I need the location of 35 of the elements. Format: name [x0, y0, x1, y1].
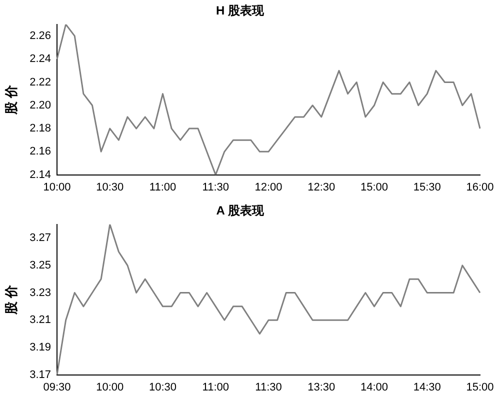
- y-tick-label: 2.20: [30, 99, 52, 112]
- y-tick-label: 2.18: [30, 122, 52, 135]
- y-tick-label: 3.27: [30, 232, 52, 244]
- y-tick-label: 2.22: [30, 76, 52, 88]
- x-tick-label: 12:00: [254, 181, 282, 194]
- chart-title: A 股表现: [216, 204, 265, 218]
- y-tick-label: 2.14: [30, 168, 52, 181]
- y-tick-label: 3.25: [30, 259, 52, 272]
- x-tick-label: 11:30: [202, 181, 229, 194]
- x-tick-label: 16:00: [466, 181, 494, 194]
- x-tick-label: 15:00: [360, 181, 388, 194]
- x-tick-label: 09:30: [43, 381, 71, 394]
- y-tick-label: 3.21: [30, 314, 52, 326]
- x-tick-label: 11:00: [202, 381, 229, 394]
- x-tick-label: 11:00: [149, 181, 176, 194]
- x-tick-label: 10:00: [43, 181, 71, 194]
- x-tick-label: 14:00: [360, 381, 388, 394]
- y-axis-title: 股 价: [3, 84, 18, 116]
- x-tick-label: 10:30: [96, 181, 124, 194]
- y-tick-label: 3.17: [30, 368, 52, 381]
- x-tick-label: 13:30: [308, 381, 336, 394]
- x-tick-label: 11:30: [255, 381, 282, 394]
- y-tick-label: 2.26: [30, 30, 52, 42]
- x-tick-label: 10:30: [148, 381, 177, 394]
- y-tick-label: 2.16: [30, 146, 52, 158]
- y-axis-title: 股 价: [3, 284, 18, 316]
- x-tick-label: 15:30: [413, 181, 441, 194]
- y-tick-label: 2.24: [30, 53, 52, 66]
- chart-title: H 股表现: [216, 4, 265, 18]
- x-tick-label: 12:30: [308, 181, 336, 194]
- x-tick-label: 10:00: [96, 381, 124, 394]
- y-tick-label: 3.19: [30, 341, 52, 354]
- y-tick-label: 3.23: [30, 286, 52, 299]
- x-tick-label: 14:30: [413, 381, 441, 394]
- x-tick-label: 15:00: [466, 381, 494, 394]
